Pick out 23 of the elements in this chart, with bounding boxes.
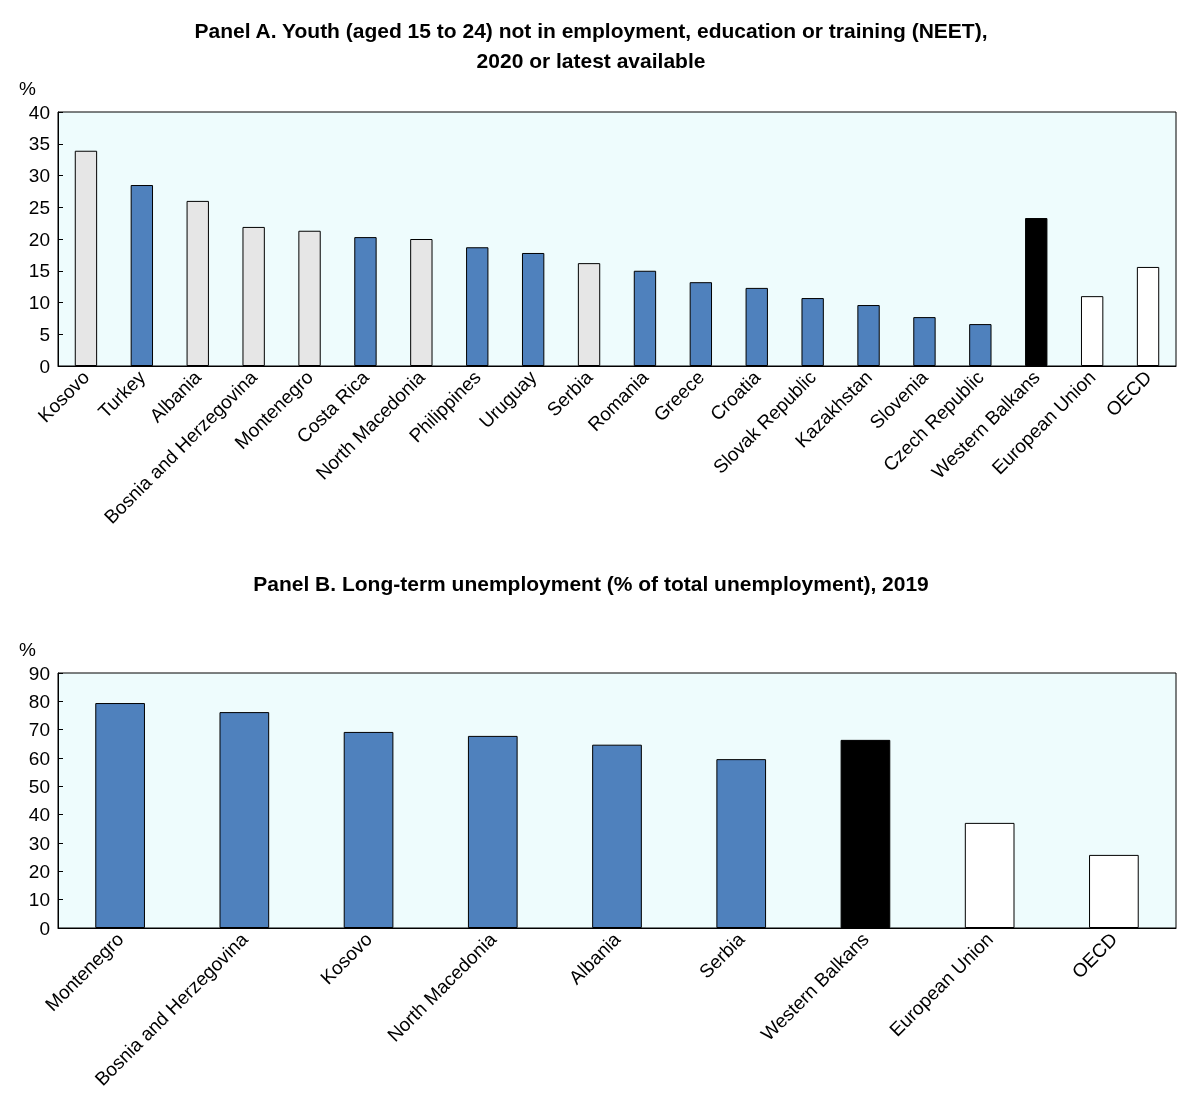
y-tick-label: 90 xyxy=(28,662,50,684)
y-tick-label: 20 xyxy=(28,228,50,250)
y-tick-label: 30 xyxy=(28,832,50,854)
y-tick-label: 0 xyxy=(39,917,50,939)
y-tick-label: 5 xyxy=(39,323,50,345)
y-tick-label: 60 xyxy=(28,747,50,769)
y-tick-label: 50 xyxy=(28,775,50,797)
y-axis-title: % xyxy=(19,78,37,99)
y-tick-label: 40 xyxy=(28,101,50,123)
y-tick-label: 80 xyxy=(28,690,50,712)
y-tick-label: 25 xyxy=(28,196,50,218)
chart-title: Panel B. Long-term unemployment (% of total unemployment), 2019 xyxy=(253,571,929,595)
y-tick-label: 30 xyxy=(28,165,50,186)
y-axis-title: % xyxy=(19,639,37,660)
y-tick-label: 0 xyxy=(39,355,50,377)
y-tick-label: 15 xyxy=(28,260,50,282)
y-tick-label: 10 xyxy=(28,292,50,313)
y-tick-label: 35 xyxy=(28,133,50,155)
chart-title: Panel A. Youth (aged 15 to 24) not in employment, education or training (NEET), 2020 or latest available xyxy=(194,18,988,72)
y-tick-label: 70 xyxy=(28,719,50,741)
y-tick-label: 10 xyxy=(28,889,50,911)
y-tick-label: 20 xyxy=(28,860,50,882)
y-tick-label: 40 xyxy=(28,804,50,826)
